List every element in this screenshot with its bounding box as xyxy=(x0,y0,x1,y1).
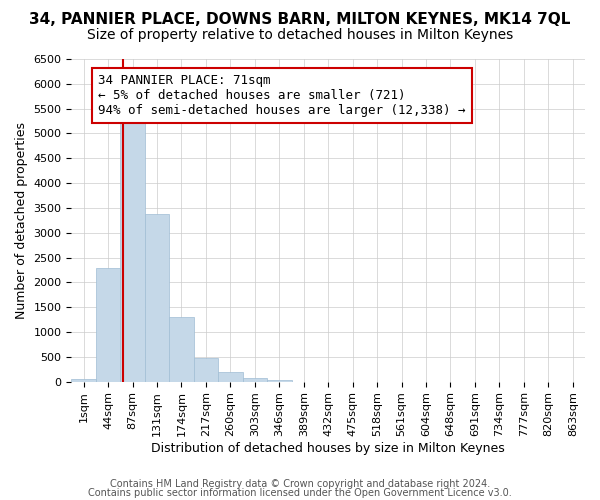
Bar xyxy=(71,378,96,382)
Bar xyxy=(121,112,145,382)
Text: 34, PANNIER PLACE, DOWNS BARN, MILTON KEYNES, MK14 7QL: 34, PANNIER PLACE, DOWNS BARN, MILTON KE… xyxy=(29,12,571,28)
Bar xyxy=(242,378,267,382)
Text: Size of property relative to detached houses in Milton Keynes: Size of property relative to detached ho… xyxy=(87,28,513,42)
Y-axis label: Number of detached properties: Number of detached properties xyxy=(15,122,28,319)
Bar xyxy=(194,358,218,382)
Text: Contains HM Land Registry data © Crown copyright and database right 2024.: Contains HM Land Registry data © Crown c… xyxy=(110,479,490,489)
Bar xyxy=(267,380,292,382)
Bar xyxy=(218,372,242,382)
X-axis label: Distribution of detached houses by size in Milton Keynes: Distribution of detached houses by size … xyxy=(151,442,505,455)
Text: Contains public sector information licensed under the Open Government Licence v3: Contains public sector information licen… xyxy=(88,488,512,498)
Bar xyxy=(96,268,121,382)
Text: 34 PANNIER PLACE: 71sqm
← 5% of detached houses are smaller (721)
94% of semi-de: 34 PANNIER PLACE: 71sqm ← 5% of detached… xyxy=(98,74,466,117)
Bar xyxy=(145,214,169,382)
Bar xyxy=(169,318,194,382)
